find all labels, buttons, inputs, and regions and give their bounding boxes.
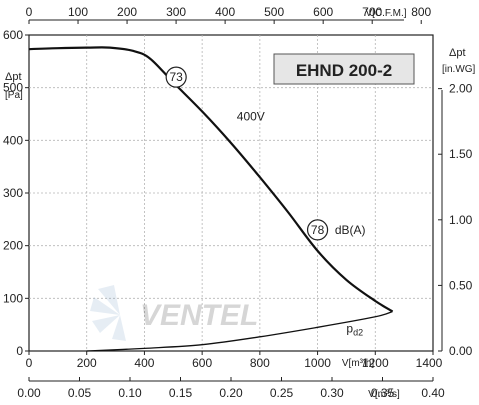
x-bottom-unit-label: V[m³/s] xyxy=(368,389,400,400)
y-left-tick-label: 0 xyxy=(16,344,23,358)
pd2-label: pd2 xyxy=(346,322,363,338)
y-left-tick-label: 500 xyxy=(3,81,23,95)
y-right-tick-label: 0.00 xyxy=(449,344,473,358)
x-axis-main-ticks: 0 200 400 600 800 1000 1200 1400 xyxy=(26,351,443,370)
x-top-tick-label: 100 xyxy=(68,5,88,19)
x-top-tick-label: 500 xyxy=(264,5,284,19)
x-top-tick-label: 600 xyxy=(313,5,333,19)
db-marker-label: 78 xyxy=(311,223,325,237)
x-main-tick-label: 200 xyxy=(77,356,97,370)
x-bottom-tick-label: 0.35 xyxy=(371,386,395,400)
x-top-unit-label: V[C.F.M.] xyxy=(365,8,406,19)
y-right-tick-label: 0.50 xyxy=(449,278,473,292)
x-axis-top-cfm: 0 100 200 300 400 500 600 700 800 xyxy=(26,5,432,24)
y-left-tick-label: 300 xyxy=(3,186,23,200)
x-main-tick-label: 400 xyxy=(134,356,154,370)
x-axis-bottom-m3s: 0.00 0.05 0.10 0.15 0.20 0.25 0.30 0.35 0.40 xyxy=(17,377,445,400)
x-main-tick-label: 1200 xyxy=(362,356,389,370)
x-main-tick-label: 0 xyxy=(26,356,33,370)
x-bottom-tick-label: 0.30 xyxy=(320,386,344,400)
x-top-tick-label: 200 xyxy=(117,5,137,19)
x-top-tick-label: 0 xyxy=(26,5,33,19)
y-right-tick-label: 2.00 xyxy=(449,82,473,96)
x-bottom-tick-label: 0.05 xyxy=(68,386,92,400)
x-top-tick-label: 400 xyxy=(215,5,235,19)
y-left-tick-label: 600 xyxy=(3,28,23,42)
x-top-tick-label: 300 xyxy=(166,5,186,19)
x-main-unit-label: V[m³/h] xyxy=(342,358,374,369)
x-bottom-tick-label: 0.25 xyxy=(270,386,294,400)
y-right-title: Δpt xyxy=(449,47,466,59)
y-axis-left-pa: 0 100 200 300 400 500 600 xyxy=(3,28,29,358)
y-left-unit: [Pa] xyxy=(5,90,23,101)
x-top-tick-label: 800 xyxy=(411,5,431,19)
y-left-title: Δpt xyxy=(5,71,22,83)
dba-label: dB(A) xyxy=(335,223,366,237)
x-main-tick-label: 1400 xyxy=(416,356,443,370)
horizontal-gridlines xyxy=(29,87,433,299)
db-marker-circle xyxy=(165,66,187,88)
y-axis-right-inwg: 0.00 0.50 1.00 1.50 2.00 xyxy=(438,82,473,358)
model-title-box xyxy=(273,53,415,85)
watermark-text: VENTEL xyxy=(140,299,258,332)
y-left-tick-label: 400 xyxy=(3,133,23,147)
series-400v-line xyxy=(28,46,394,313)
y-right-unit: [in.WG] xyxy=(442,64,476,75)
y-left-tick-label: 100 xyxy=(3,291,23,305)
db-marker-circle xyxy=(306,219,329,241)
y-left-tick-label: 200 xyxy=(3,239,23,253)
x-main-tick-label: 1000 xyxy=(304,356,331,370)
x-main-tick-label: 600 xyxy=(192,356,212,370)
x-bottom-tick-label: 0.00 xyxy=(17,386,41,400)
series-pd2-line xyxy=(86,310,393,352)
x-bottom-tick-label: 0.10 xyxy=(118,386,142,400)
y-right-tick-label: 1.00 xyxy=(449,213,473,227)
x-bottom-tick-label: 0.40 xyxy=(421,386,445,400)
voltage-label: 400V xyxy=(237,110,265,124)
x-bottom-tick-label: 0.15 xyxy=(169,386,193,400)
x-top-tick-label: 700 xyxy=(362,5,382,19)
annotations: 73 78 dB(A) pd2 400V xyxy=(165,66,366,338)
ventel-watermark: VENTEL xyxy=(90,285,258,341)
db-marker-label: 73 xyxy=(169,70,183,84)
model-title: EHND 200-2 xyxy=(296,61,392,80)
x-bottom-tick-label: 0.20 xyxy=(219,386,243,400)
y-right-tick-label: 1.50 xyxy=(449,147,473,161)
x-main-tick-label: 800 xyxy=(250,356,270,370)
